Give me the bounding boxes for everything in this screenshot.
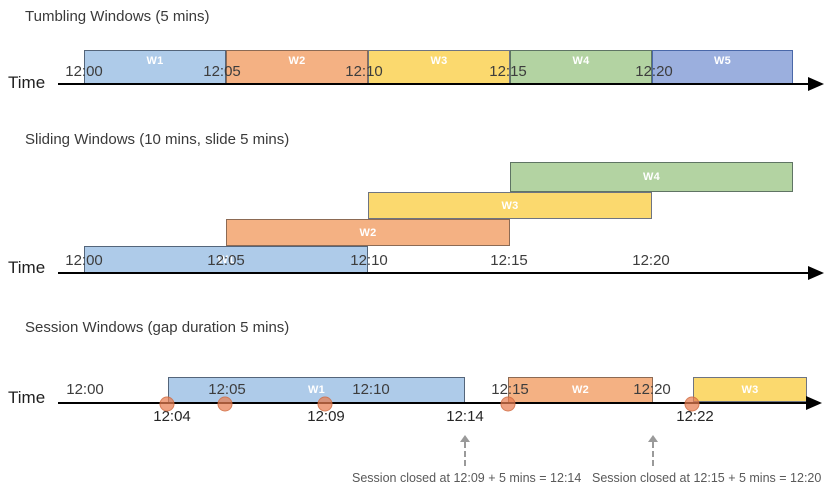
window-label: W5 [713, 55, 732, 67]
tick-label: 12:05 [208, 381, 246, 398]
session-close-annotation-1: Session closed at 12:09 + 5 mins = 12:14 [352, 471, 582, 485]
sliding-window-w3: W3 [368, 192, 652, 219]
window-label: W4 [642, 171, 661, 183]
tick-label: 12:00 [66, 381, 104, 398]
window-label: W1 [146, 55, 164, 67]
event-dot-1204 [159, 396, 175, 412]
arrow-head-up-icon [460, 435, 470, 442]
tumbling-window-w3: W3 [368, 50, 510, 84]
tick-label: 12:05 [207, 252, 245, 269]
tumbling-timeline [58, 83, 810, 85]
sliding-timeline-arrowhead-icon [808, 266, 824, 280]
window-label: W3 [741, 383, 759, 396]
tumbling-section-title: Tumbling Windows (5 mins) [25, 8, 210, 25]
session-window-w1: W1 [168, 377, 465, 403]
tumbling-window-w4: W4 [510, 50, 652, 84]
session-window-w2: W2 [508, 377, 653, 403]
sliding-window-w2: W2 [226, 219, 510, 246]
tumbling-window-w1: W1 [84, 50, 226, 84]
window-label: W3 [501, 199, 519, 212]
tick-label: 12:20 [632, 252, 670, 269]
tick-label: 12:20 [633, 381, 671, 398]
session-time-axis-label: Time [8, 388, 46, 407]
tumbling-timeline-arrowhead-icon [808, 77, 824, 91]
tick-label: 12:10 [345, 63, 383, 80]
sliding-time-axis-label: Time [8, 258, 46, 277]
tick-label: 12:10 [350, 252, 388, 269]
session-timeline [58, 402, 808, 404]
window-label: W1 [217, 253, 235, 266]
event-dot-1222 [684, 396, 700, 412]
tumbling-window-w5: W5 [652, 50, 793, 84]
arrow-dashed-shaft [464, 442, 466, 466]
window-label: W1 [307, 384, 326, 396]
tick-label: 12:15 [489, 63, 527, 80]
tick-label: 12:10 [352, 381, 390, 398]
arrow-head-up-icon [648, 435, 658, 442]
event-time-label: 12:09 [307, 408, 345, 425]
event-time-label: 12:04 [153, 408, 191, 425]
tick-label: 12:05 [203, 63, 241, 80]
event-time-label: 12:14 [446, 408, 484, 425]
session-section-title: Session Windows (gap duration 5 mins) [25, 319, 290, 336]
session-close-arrow-icon [647, 435, 659, 466]
window-label: W4 [572, 55, 590, 67]
session-close-annotation-2: Session closed at 12:15 + 5 mins = 12:20 [592, 471, 822, 485]
tumbling-time-axis-label: Time [8, 73, 46, 92]
event-time-label: 12:22 [676, 408, 714, 425]
tick-label: 12:00 [65, 252, 103, 269]
sliding-section-title: Sliding Windows (10 mins, slide 5 mins) [25, 131, 290, 148]
tick-label: 12:00 [65, 63, 103, 80]
sliding-timeline [58, 272, 810, 274]
tick-label: 12:20 [635, 63, 673, 80]
window-label: W2 [288, 55, 306, 67]
event-dot-1205 [217, 396, 233, 412]
arrow-dashed-shaft [652, 442, 654, 466]
sliding-window-w4: W4 [510, 162, 793, 192]
event-dot-1215 [500, 396, 516, 412]
tick-label: 12:15 [491, 381, 529, 398]
event-dot-1209 [317, 396, 333, 412]
tick-label: 12:15 [490, 252, 528, 269]
session-window-w3: W3 [693, 377, 807, 402]
window-label: W2 [359, 226, 377, 239]
window-label: W2 [571, 384, 590, 396]
session-timeline-arrowhead-icon [806, 396, 822, 410]
session-close-arrow-icon [459, 435, 471, 466]
window-label: W3 [430, 55, 448, 67]
